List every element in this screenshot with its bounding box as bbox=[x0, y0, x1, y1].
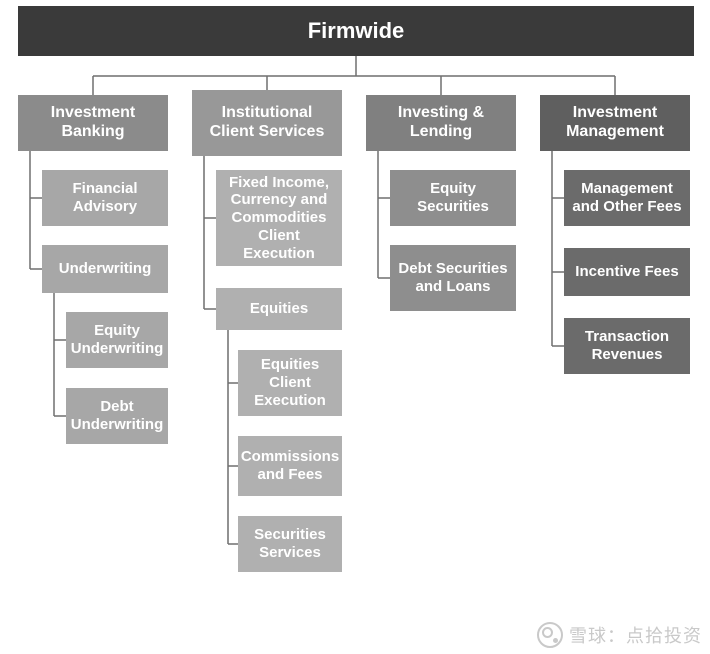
node-il: Investing & Lending bbox=[366, 95, 516, 151]
node-ics: Institutional Client Services bbox=[192, 90, 342, 156]
node-duw: Debt Underwriting bbox=[66, 388, 168, 444]
node-cf: Commissions and Fees bbox=[238, 436, 342, 496]
node-ficc: Fixed Income, Currency and Commodities C… bbox=[216, 170, 342, 266]
node-es: Equity Securities bbox=[390, 170, 516, 226]
node-ece: Equities Client Execution bbox=[238, 350, 342, 416]
node-uw: Underwriting bbox=[42, 245, 168, 293]
node-euw: Equity Underwriting bbox=[66, 312, 168, 368]
watermark-text: 雪球：点拾投资 bbox=[569, 622, 702, 648]
node-ss: Securities Services bbox=[238, 516, 342, 572]
node-root: Firmwide bbox=[18, 6, 694, 56]
node-if: Incentive Fees bbox=[564, 248, 690, 296]
node-dsl: Debt Securities and Loans bbox=[390, 245, 516, 311]
node-im: Investment Management bbox=[540, 95, 690, 151]
watermark: 雪球：点拾投资 bbox=[537, 622, 702, 648]
node-mof: Management and Other Fees bbox=[564, 170, 690, 226]
node-ib: Investment Banking bbox=[18, 95, 168, 151]
watermark-icon bbox=[537, 622, 563, 648]
org-chart: 雪球：点拾投资 Firmwide Investment Banking Instit… bbox=[0, 0, 710, 654]
node-fa: Financial Advisory bbox=[42, 170, 168, 226]
node-tr: Transaction Revenues bbox=[564, 318, 690, 374]
node-eq: Equities bbox=[216, 288, 342, 330]
